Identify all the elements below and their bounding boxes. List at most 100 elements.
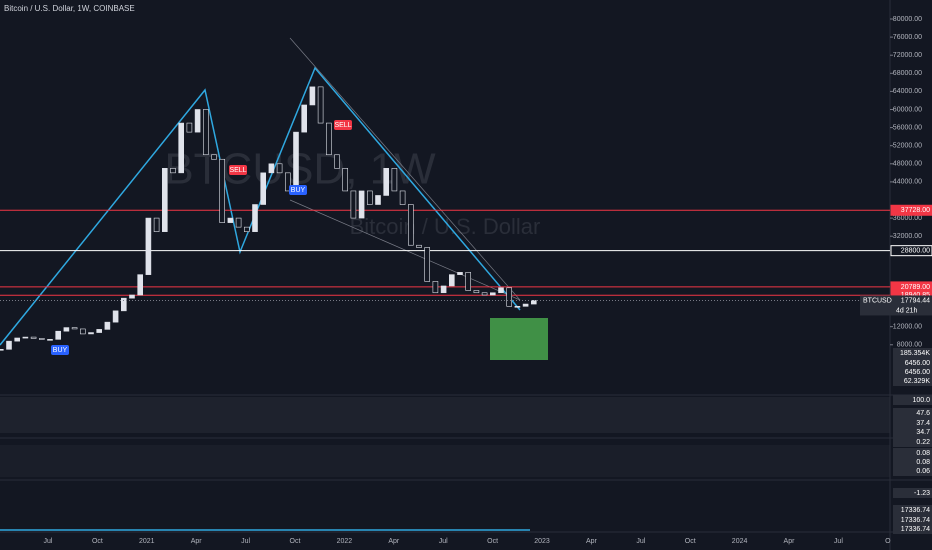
candle	[63, 327, 70, 332]
x-tick-label: Jul	[636, 538, 645, 545]
candle	[88, 332, 94, 335]
header-title: Bitcoin / U.S. Dollar, 1W, COINBASE	[4, 4, 135, 13]
signal-badge	[334, 120, 352, 130]
x-tick-label: Oct	[685, 538, 696, 545]
signal-badge	[229, 165, 247, 175]
pane-badge	[893, 524, 932, 534]
x-tick-label: O	[885, 538, 891, 545]
candle	[342, 168, 349, 192]
candle	[506, 287, 513, 307]
pane-badge	[893, 505, 932, 515]
candle	[260, 172, 267, 205]
pane-label: 6456.00	[905, 369, 930, 376]
x-tick-label: 2021	[139, 538, 155, 545]
candle	[350, 190, 357, 219]
y-tick-label: 12000.00	[893, 324, 922, 331]
signal-label: BUY	[291, 187, 306, 194]
pane-label: 0.06	[916, 468, 930, 475]
candle	[30, 336, 37, 339]
pane-label: 185.354K	[900, 350, 930, 357]
pane-label: 6456.00	[905, 360, 930, 367]
pane-label: 17336.74	[901, 526, 930, 533]
pane-badge	[893, 348, 932, 358]
x-tick-label: Apr	[191, 538, 203, 545]
pane-badge	[893, 408, 932, 418]
price-badge	[890, 245, 932, 257]
pane-label: 17336.74	[901, 507, 930, 514]
pane-2	[0, 445, 890, 477]
candle	[317, 86, 324, 124]
candle	[276, 163, 283, 174]
pane-badge	[893, 358, 932, 368]
candle	[137, 274, 143, 296]
pane-label: 0.08	[916, 459, 930, 466]
candle	[432, 281, 439, 294]
x-tick-label: Apr	[388, 538, 400, 545]
watermark-subtitle: Bitcoin / U.S. Dollar	[350, 214, 541, 239]
candle	[203, 109, 209, 156]
pane-badge	[893, 367, 932, 377]
candle	[309, 86, 316, 106]
candle	[383, 168, 390, 196]
pane-badge	[893, 515, 932, 525]
y-tick-label: 56000.00	[893, 124, 922, 131]
pane-badge	[893, 488, 932, 498]
candle	[293, 131, 299, 192]
candle	[112, 310, 119, 323]
candle	[186, 122, 193, 133]
candle	[6, 340, 12, 350]
candle	[440, 285, 447, 294]
pane-label: 0.22	[916, 439, 930, 446]
y-tick-label: 72000.00	[893, 52, 922, 59]
candle	[47, 339, 53, 341]
candle	[235, 217, 242, 228]
candle	[489, 292, 496, 296]
candle	[358, 190, 365, 219]
x-tick-label: Oct	[290, 538, 301, 545]
y-tick-label: 8000.00	[897, 342, 922, 349]
candle	[227, 217, 234, 223]
candle	[465, 272, 472, 291]
x-tick-label: 2023	[534, 538, 550, 545]
candle	[121, 297, 127, 312]
candle	[145, 217, 152, 275]
candle	[71, 327, 78, 330]
candle	[38, 338, 45, 340]
x-tick-label: Jul	[439, 538, 448, 545]
candle	[252, 204, 258, 232]
candle	[0, 349, 4, 351]
signal-label: SELL	[334, 122, 351, 129]
y-tick-label: 60000.00	[893, 106, 922, 113]
candle	[301, 104, 308, 133]
candle	[80, 328, 86, 335]
signal-badge	[51, 345, 69, 355]
zigzag	[0, 66, 521, 346]
x-tick-label: Oct	[92, 538, 103, 545]
candle	[473, 290, 480, 294]
candle	[219, 158, 225, 223]
pane-badge	[893, 437, 932, 447]
candle	[14, 337, 20, 342]
candle	[424, 247, 431, 282]
x-tick-label: 2024	[732, 538, 748, 545]
signal-label: BUY	[53, 347, 68, 354]
x-tick-label: Jul	[241, 538, 250, 545]
y-tick-label: 64000.00	[893, 88, 922, 95]
candle	[457, 272, 463, 275]
candle	[334, 154, 340, 169]
x-tick-label: 2022	[337, 538, 353, 545]
pane-badge	[893, 466, 932, 476]
candle	[178, 122, 184, 174]
countdown: 4d 21h	[896, 307, 918, 314]
candle	[522, 303, 529, 307]
candle	[498, 287, 504, 294]
y-tick-label: 44000.00	[893, 179, 922, 186]
candle	[194, 109, 201, 133]
candle	[96, 329, 102, 333]
stats-box	[490, 318, 548, 360]
pane-label: 47.6	[916, 410, 930, 417]
price-badge-label: 20789.00	[901, 284, 930, 291]
y-tick-label: 32000.00	[893, 233, 922, 240]
x-tick-label: Apr	[784, 538, 796, 545]
